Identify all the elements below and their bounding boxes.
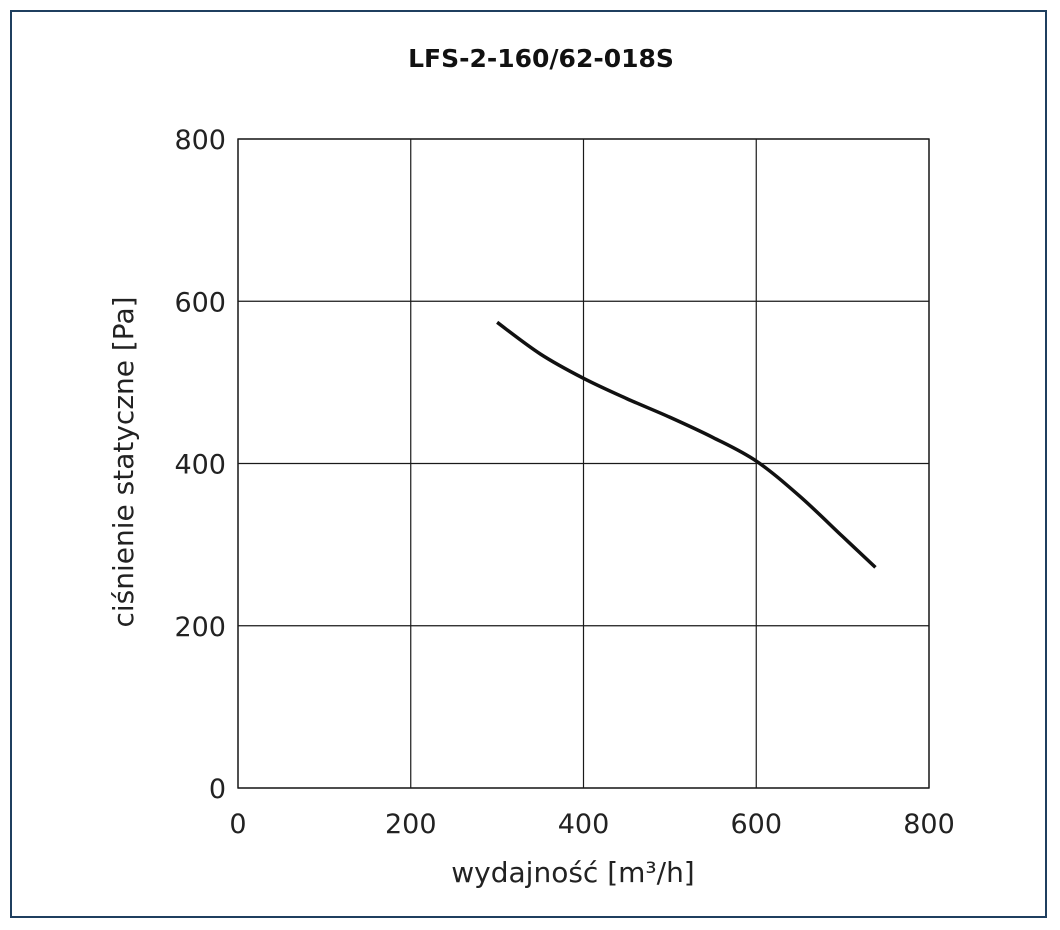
y-axis-label: ciśnienie statyczne [Pa] [107, 296, 140, 627]
series-group [496, 320, 877, 569]
y-tick-label: 400 [174, 450, 226, 481]
y-tick-label: 800 [174, 125, 226, 156]
x-tick-label: 600 [730, 809, 782, 840]
plot-area [237, 138, 930, 789]
y-tick-label: 200 [174, 612, 226, 643]
y-tick-label: 0 [209, 774, 226, 805]
grid [237, 138, 930, 789]
chart-title: LFS-2-160/62-018S [408, 44, 674, 73]
x-tick-label: 800 [903, 809, 955, 840]
series-line-0 [496, 320, 877, 569]
x-axis-ticks: 0 200 400 600 800 [229, 809, 954, 840]
x-axis-label: wydajność [m³/h] [451, 856, 694, 889]
y-axis-ticks: 0 200 400 600 800 [174, 125, 226, 805]
x-tick-label: 200 [385, 809, 437, 840]
x-tick-label: 0 [229, 809, 246, 840]
x-tick-label: 400 [558, 809, 610, 840]
y-tick-label: 600 [174, 287, 226, 318]
